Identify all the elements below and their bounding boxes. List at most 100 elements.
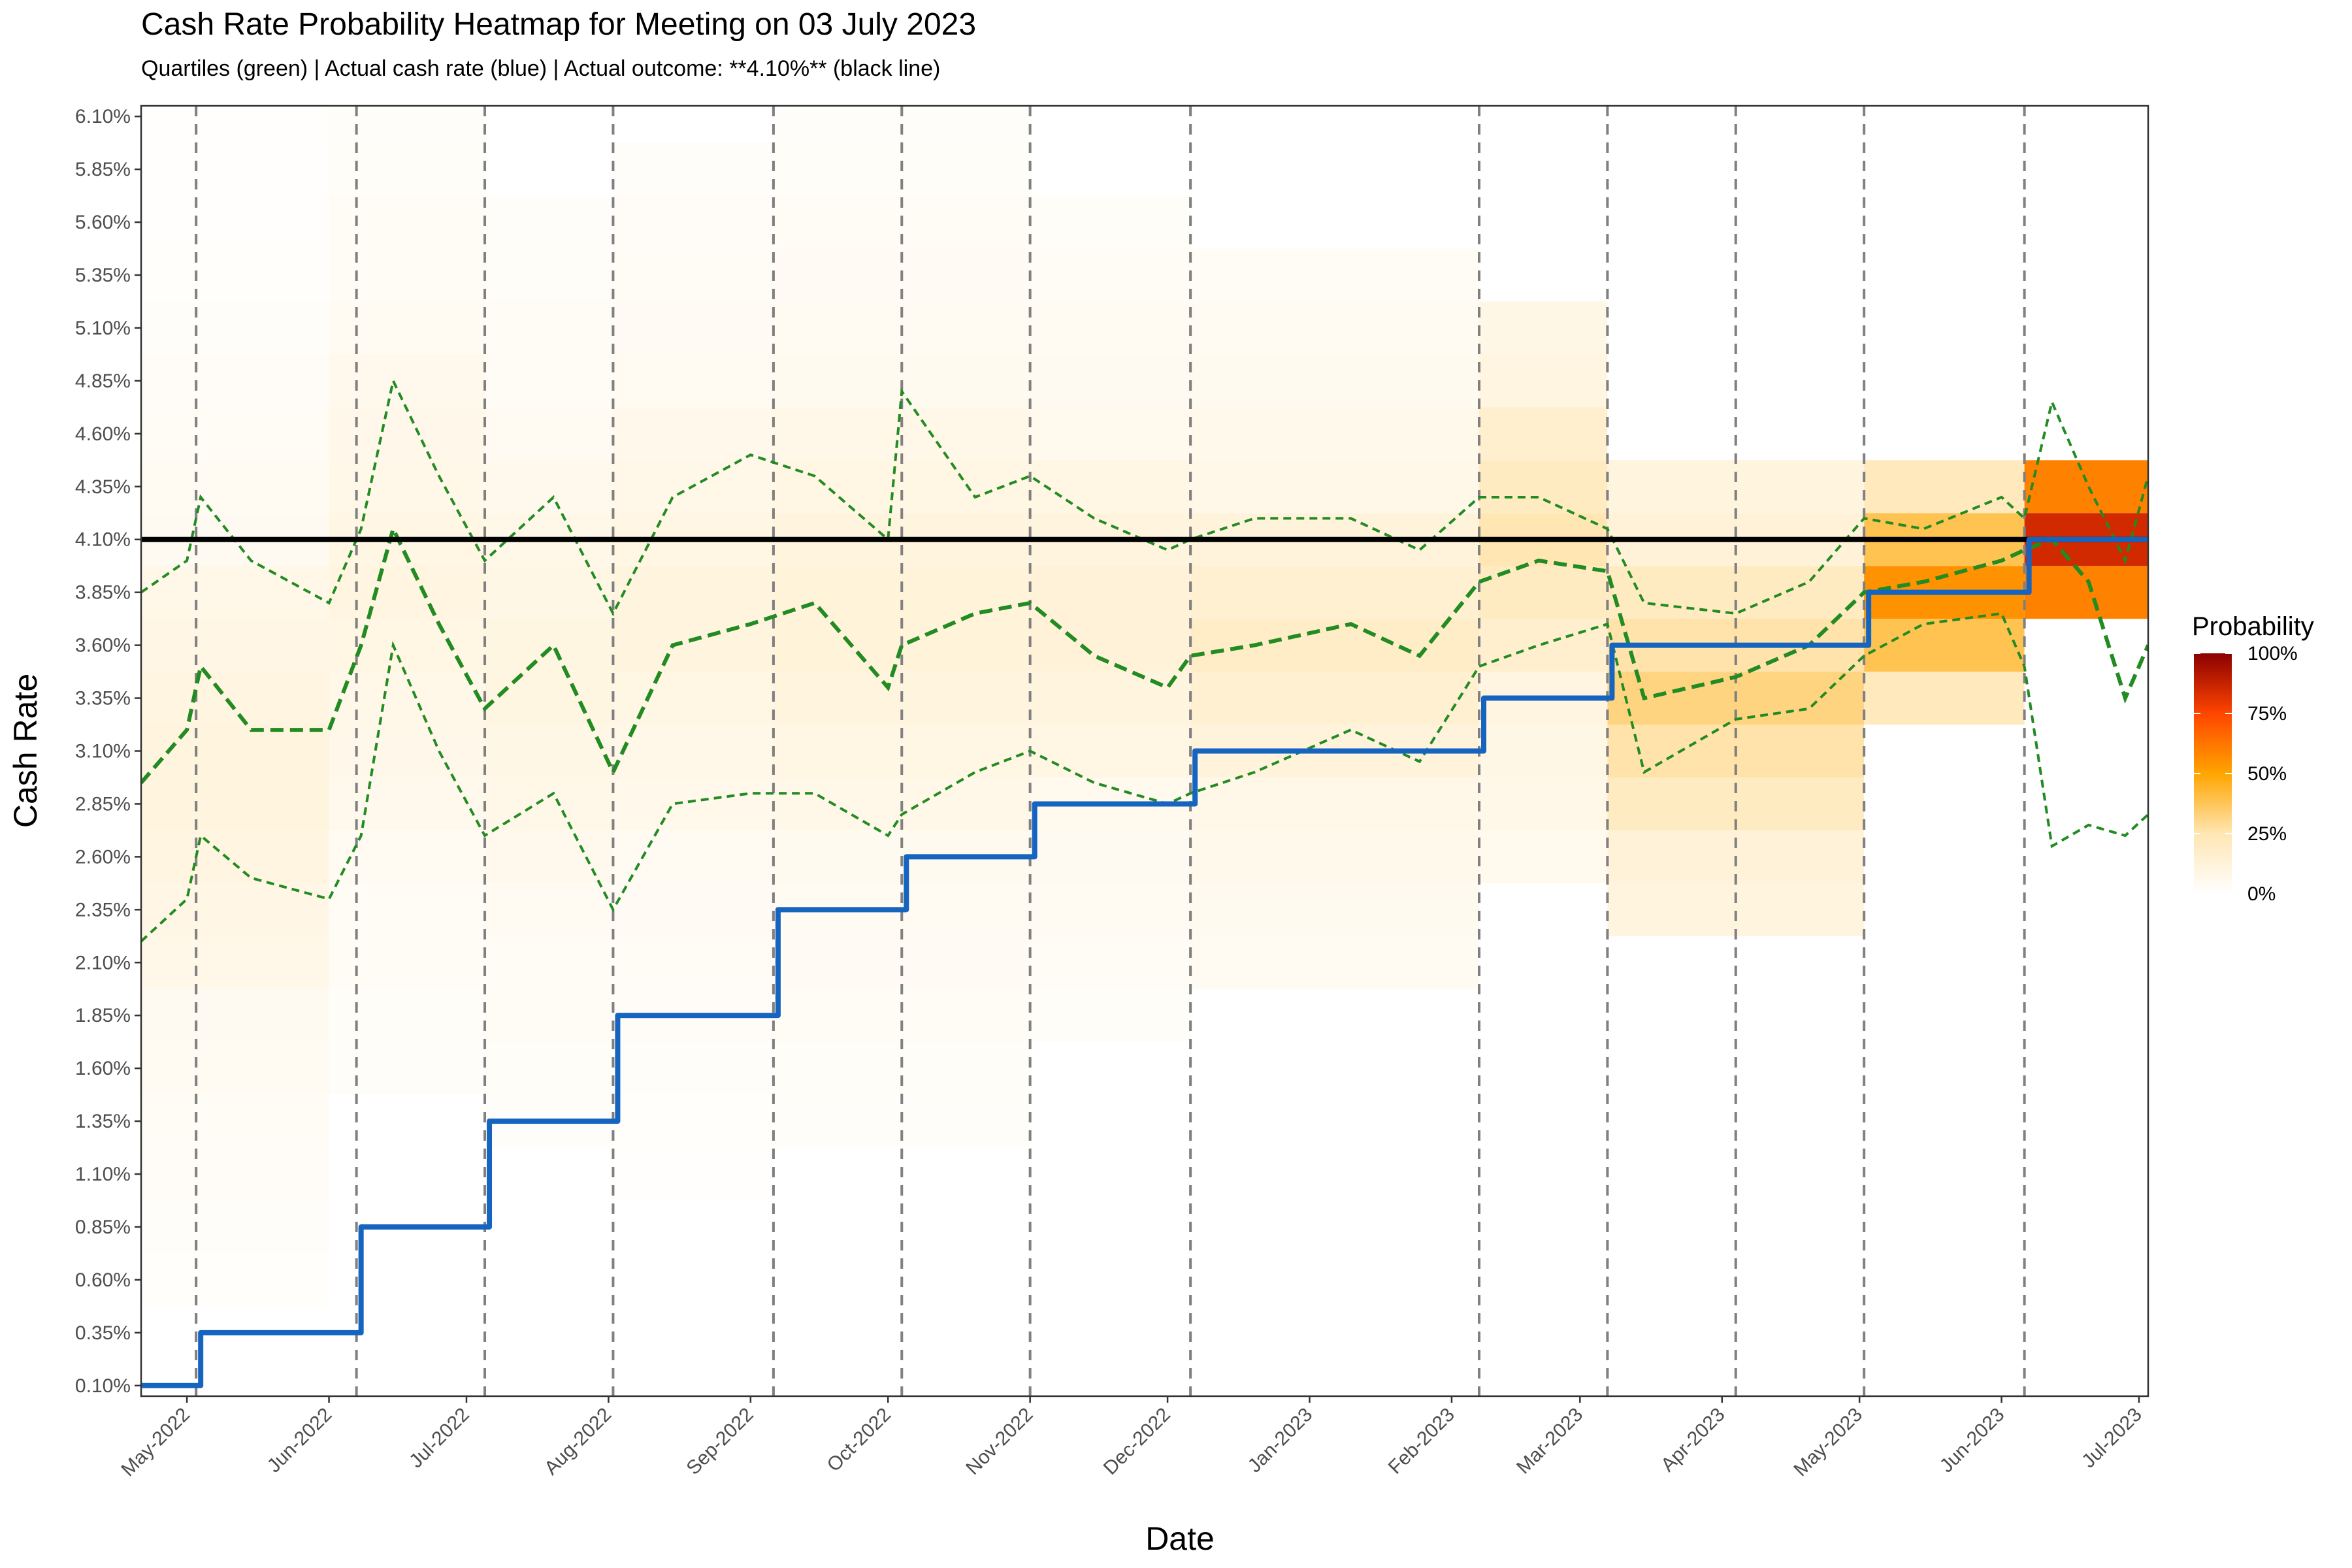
heat-cell bbox=[329, 407, 485, 461]
heat-cell bbox=[1864, 460, 2025, 514]
y-tick-label: 0.60% bbox=[75, 1269, 131, 1291]
y-tick-label: 4.10% bbox=[75, 529, 131, 551]
heat-cell bbox=[1864, 619, 2025, 672]
heat-cell bbox=[613, 354, 774, 408]
heat-cell bbox=[141, 301, 329, 355]
y-tick-label: 1.35% bbox=[75, 1111, 131, 1132]
x-tick-label: Sep-2022 bbox=[682, 1404, 757, 1479]
heat-cell bbox=[1479, 619, 1608, 672]
heat-cell bbox=[613, 777, 774, 830]
y-tick-label: 3.35% bbox=[75, 688, 131, 710]
heat-cell bbox=[773, 936, 1030, 989]
heat-cell bbox=[1479, 725, 1608, 777]
legend-label: 75% bbox=[2247, 703, 2287, 725]
heat-cell bbox=[613, 619, 774, 672]
heat-cell bbox=[1030, 883, 1191, 936]
x-tick-label: Feb-2023 bbox=[1384, 1404, 1459, 1478]
heat-cell bbox=[1479, 777, 1608, 830]
heat-cell bbox=[329, 142, 485, 196]
heat-cell bbox=[141, 1041, 329, 1095]
heat-cell bbox=[329, 301, 485, 355]
heat-cell bbox=[613, 725, 774, 777]
heat-cell bbox=[613, 142, 774, 196]
y-axis: 0.10% 0.35% 0.60% 0.85% 1.10% 1.35% 1.60% 1.85%… bbox=[75, 106, 141, 1397]
heat-cell bbox=[1190, 830, 1479, 883]
heat-cell bbox=[1190, 566, 1479, 619]
legend-label: 100% bbox=[2247, 643, 2298, 664]
heat-cell bbox=[329, 354, 485, 408]
y-tick-label: 4.60% bbox=[75, 423, 131, 445]
heat-cell bbox=[485, 301, 613, 355]
heat-cell bbox=[485, 619, 613, 672]
quartile-q3-line bbox=[141, 376, 2148, 617]
y-tick-label: 2.35% bbox=[75, 899, 131, 921]
x-tick-label: Jan-2023 bbox=[1244, 1404, 1317, 1477]
y-tick-label: 5.35% bbox=[75, 265, 131, 286]
x-axis-title: Date bbox=[1145, 1520, 1215, 1557]
heat-cell bbox=[613, 1094, 774, 1148]
heat-cell bbox=[485, 460, 613, 514]
y-tick-label: 3.60% bbox=[75, 635, 131, 657]
heat-cell bbox=[1030, 988, 1191, 1042]
heat-cell bbox=[2024, 566, 2148, 619]
y-tick-label: 4.85% bbox=[75, 370, 131, 392]
heat-cell bbox=[141, 988, 329, 1042]
heat-cell bbox=[485, 672, 613, 725]
heat-cell bbox=[141, 725, 329, 777]
heat-cell bbox=[329, 936, 485, 989]
heat-cell bbox=[485, 354, 613, 408]
x-axis: May-2022 Jun-2022 Jul-2022 Aug-2022 Sep-2022… bbox=[117, 1396, 2146, 1480]
legend-label: 50% bbox=[2247, 763, 2287, 785]
heat-cell bbox=[141, 672, 329, 725]
y-tick-label: 2.85% bbox=[75, 793, 131, 815]
probability-legend: Probability 0% 25% 50% 75% 100% bbox=[2192, 612, 2314, 905]
heat-cell bbox=[613, 830, 774, 883]
heat-cell bbox=[141, 1147, 329, 1201]
quartile-median-line bbox=[141, 523, 2148, 785]
heat-cell bbox=[485, 248, 613, 302]
heat-cell bbox=[141, 777, 329, 830]
heat-cell bbox=[141, 1094, 329, 1148]
y-axis-title: Cash Rate bbox=[7, 674, 44, 828]
heat-cell bbox=[329, 566, 485, 619]
heat-cell bbox=[1030, 354, 1191, 408]
heat-cell bbox=[1030, 566, 1191, 619]
heat-cell bbox=[1030, 936, 1191, 989]
heat-cell bbox=[1030, 301, 1191, 355]
chart-subtitle: Quartiles (green) | Actual cash rate (bl… bbox=[141, 56, 941, 81]
heat-cell bbox=[1030, 725, 1191, 777]
y-tick-label: 5.60% bbox=[75, 212, 131, 233]
y-tick-label: 0.85% bbox=[75, 1217, 131, 1238]
heat-cell bbox=[485, 1041, 613, 1095]
x-tick-label: Dec-2022 bbox=[1100, 1404, 1175, 1479]
heat-cell bbox=[1190, 301, 1479, 355]
heat-cell bbox=[1190, 672, 1479, 725]
y-tick-label: 5.85% bbox=[75, 159, 131, 180]
y-tick-label: 3.85% bbox=[75, 582, 131, 604]
y-tick-label: 6.10% bbox=[75, 106, 131, 127]
x-tick-label: Jul-2023 bbox=[2078, 1404, 2146, 1473]
heat-cell bbox=[329, 1041, 485, 1095]
heat-cell bbox=[329, 672, 485, 725]
heat-cell bbox=[1190, 407, 1479, 461]
heat-cell bbox=[1479, 354, 1608, 408]
x-tick-label: Nov-2022 bbox=[962, 1404, 1037, 1479]
heat-cell bbox=[1607, 566, 1865, 619]
quartile-q1-line bbox=[141, 612, 2148, 943]
heat-cell bbox=[485, 936, 613, 989]
heat-cell bbox=[773, 1041, 1030, 1095]
heat-cell bbox=[141, 883, 329, 936]
heat-cell bbox=[613, 936, 774, 989]
y-tick-label: 1.10% bbox=[75, 1164, 131, 1185]
heat-cell bbox=[773, 460, 1030, 514]
heat-cell bbox=[141, 830, 329, 883]
x-tick-label: Jun-2023 bbox=[1936, 1404, 2009, 1477]
heat-cell bbox=[141, 460, 329, 514]
heat-cell bbox=[329, 106, 485, 143]
legend-title: Probability bbox=[2192, 612, 2314, 641]
heat-cell bbox=[141, 354, 329, 408]
heat-cell bbox=[1190, 883, 1479, 936]
heat-cell bbox=[329, 883, 485, 936]
actual-cash-rate-layer bbox=[141, 536, 2148, 1388]
heat-cell bbox=[141, 248, 329, 302]
